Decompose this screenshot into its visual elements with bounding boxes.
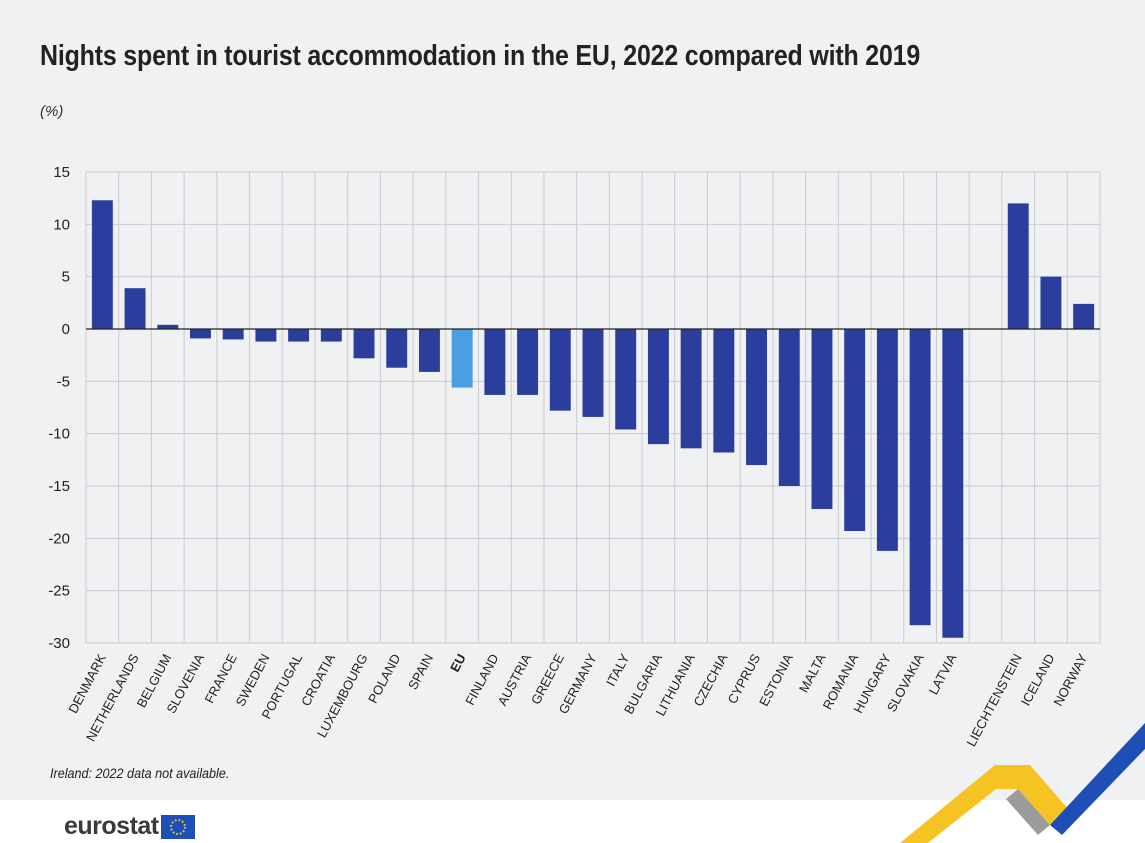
unit-label: (%) — [40, 103, 64, 120]
bar — [549, 329, 571, 411]
x-tick-label: POLAND — [365, 651, 403, 705]
bar — [353, 329, 375, 359]
bar — [942, 329, 964, 638]
grid-layer — [85, 171, 1101, 644]
x-tick-label: LATVIA — [926, 651, 960, 697]
bar — [386, 329, 408, 368]
bar — [713, 329, 735, 453]
bar — [255, 329, 277, 342]
bar — [1073, 303, 1095, 329]
bar — [451, 329, 473, 388]
bar — [876, 329, 898, 551]
bar — [1040, 276, 1062, 329]
bar — [615, 329, 637, 430]
bar — [680, 329, 702, 449]
y-tick-label: -5 — [57, 373, 70, 390]
bar — [320, 329, 342, 342]
bar — [418, 329, 440, 372]
bar — [582, 329, 604, 417]
x-tick-label: EU — [447, 651, 469, 674]
label-layer: 151050-5-10-15-20-25-30DENMARKNETHERLAND… — [48, 164, 1090, 749]
bar — [517, 329, 539, 395]
eurostat-logo: eurostat — [64, 812, 195, 841]
y-tick-label: -25 — [48, 583, 70, 600]
bar-layer — [91, 200, 1095, 638]
bar — [124, 288, 146, 329]
chart-title: Nights spent in tourist accommodation in… — [40, 40, 921, 72]
bar — [1007, 203, 1029, 329]
y-tick-label: -10 — [48, 426, 70, 443]
logo-text: eurostat — [64, 812, 159, 840]
y-tick-label: -30 — [48, 635, 70, 652]
bar — [288, 329, 310, 342]
bar — [157, 324, 179, 329]
bar — [190, 329, 211, 339]
bar — [746, 329, 768, 466]
y-tick-label: 10 — [53, 216, 70, 233]
x-tick-label: MALTA — [796, 651, 829, 695]
y-tick-label: 15 — [53, 164, 70, 181]
bar — [778, 329, 800, 486]
bar — [909, 329, 931, 626]
y-tick-label: -20 — [48, 530, 70, 547]
eu-flag-icon — [160, 814, 195, 839]
x-tick-label: SPAIN — [405, 651, 436, 692]
x-tick-label: ITALY — [603, 651, 632, 689]
bar — [647, 329, 669, 445]
y-tick-label: 5 — [62, 269, 70, 286]
bar — [811, 329, 833, 510]
y-tick-label: -15 — [48, 478, 70, 495]
bar — [844, 329, 866, 532]
y-tick-label: 0 — [62, 321, 70, 338]
bar — [484, 329, 506, 395]
footnote: Ireland: 2022 data not available. — [50, 765, 230, 781]
decorative-chevron — [900, 723, 1145, 843]
bar — [222, 329, 244, 340]
bar-chart: 151050-5-10-15-20-25-30DENMARKNETHERLAND… — [48, 164, 1101, 749]
bar — [91, 200, 113, 329]
